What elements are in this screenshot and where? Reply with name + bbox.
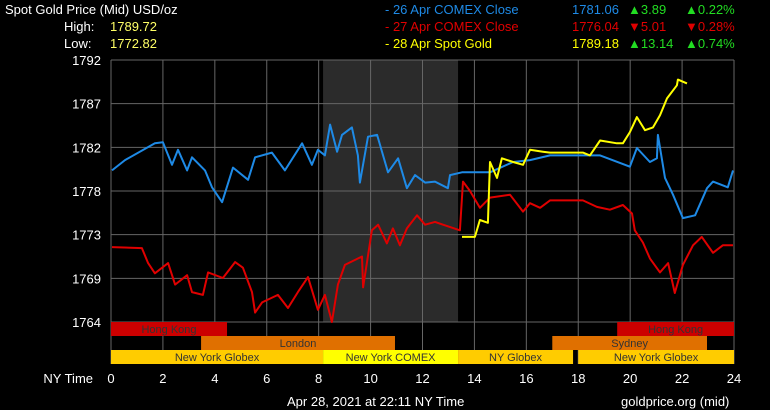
legend-change: ▲13.14 — [628, 36, 674, 51]
x-tick-label: 10 — [363, 371, 377, 386]
low-value: 1772.82 — [110, 36, 157, 51]
session-label: Hong Kong — [648, 324, 703, 336]
low-label: Low: — [64, 36, 92, 51]
x-tick-label: 14 — [467, 371, 481, 386]
series-line-3 — [462, 78, 688, 238]
session-label: Sydney — [611, 338, 648, 350]
legend-series-label: - 28 Apr Spot Gold — [385, 36, 492, 51]
session-bar — [323, 350, 459, 364]
y-tick-label: 1787 — [72, 97, 101, 112]
series-line-2 — [111, 180, 733, 323]
x-tick-label: 6 — [263, 371, 270, 386]
legend-percent: ▲0.22% — [685, 2, 735, 17]
session-label: New York COMEX — [346, 352, 437, 364]
high-label: High: — [64, 19, 95, 34]
x-tick-label: 18 — [571, 371, 585, 386]
session-label: New York Globex — [175, 352, 260, 364]
legend-series-label: - 27 Apr COMEX Close — [385, 19, 519, 34]
high-value: 1789.72 — [110, 19, 157, 34]
y-tick-label: 1769 — [72, 271, 101, 286]
y-tick-label: 1773 — [72, 228, 101, 243]
source-label: goldprice.org (mid) — [621, 394, 730, 409]
series-line-1 — [111, 123, 734, 220]
legend-change: ▲3.89 — [628, 2, 667, 17]
x-tick-label: 22 — [675, 371, 689, 386]
session-bar — [578, 350, 734, 364]
x-tick-label: 16 — [519, 371, 533, 386]
timestamp: Apr 28, 2021 at 22:11 NY Time — [287, 394, 465, 409]
y-tick-label: 1764 — [72, 315, 101, 330]
session-bar — [617, 322, 734, 336]
session-label: New York Globex — [614, 352, 699, 364]
y-tick-label: 1782 — [72, 140, 101, 155]
session-bar — [458, 350, 574, 364]
legend-series-label: - 26 Apr COMEX Close — [385, 2, 519, 17]
session-bar — [552, 336, 708, 350]
chart-title: Spot Gold Price (Mid) USD/oz — [5, 2, 178, 17]
x-axis-label: NY Time — [43, 371, 93, 386]
session-label: NY Globex — [489, 352, 542, 364]
session-label: Hong Kong — [141, 324, 196, 336]
session-bar — [111, 322, 228, 336]
x-tick-label: 20 — [623, 371, 637, 386]
legend-price: 1776.04 — [572, 19, 619, 34]
x-tick-label: 2 — [159, 371, 166, 386]
y-tick-label: 1792 — [72, 53, 101, 68]
legend-change: ▼5.01 — [628, 19, 667, 34]
x-tick-label: 4 — [211, 371, 218, 386]
session-bar — [111, 350, 324, 364]
x-tick-label: 0 — [107, 371, 114, 386]
y-tick-label: 1778 — [72, 184, 101, 199]
x-tick-label: 8 — [315, 371, 322, 386]
legend-price: 1781.06 — [572, 2, 619, 17]
legend-percent: ▲0.74% — [685, 36, 735, 51]
session-label: London — [280, 338, 317, 350]
legend-percent: ▼0.28% — [685, 19, 735, 34]
x-tick-label: 24 — [727, 371, 741, 386]
x-tick-label: 12 — [415, 371, 429, 386]
legend-price: 1789.18 — [572, 36, 619, 51]
session-bar — [201, 336, 395, 350]
